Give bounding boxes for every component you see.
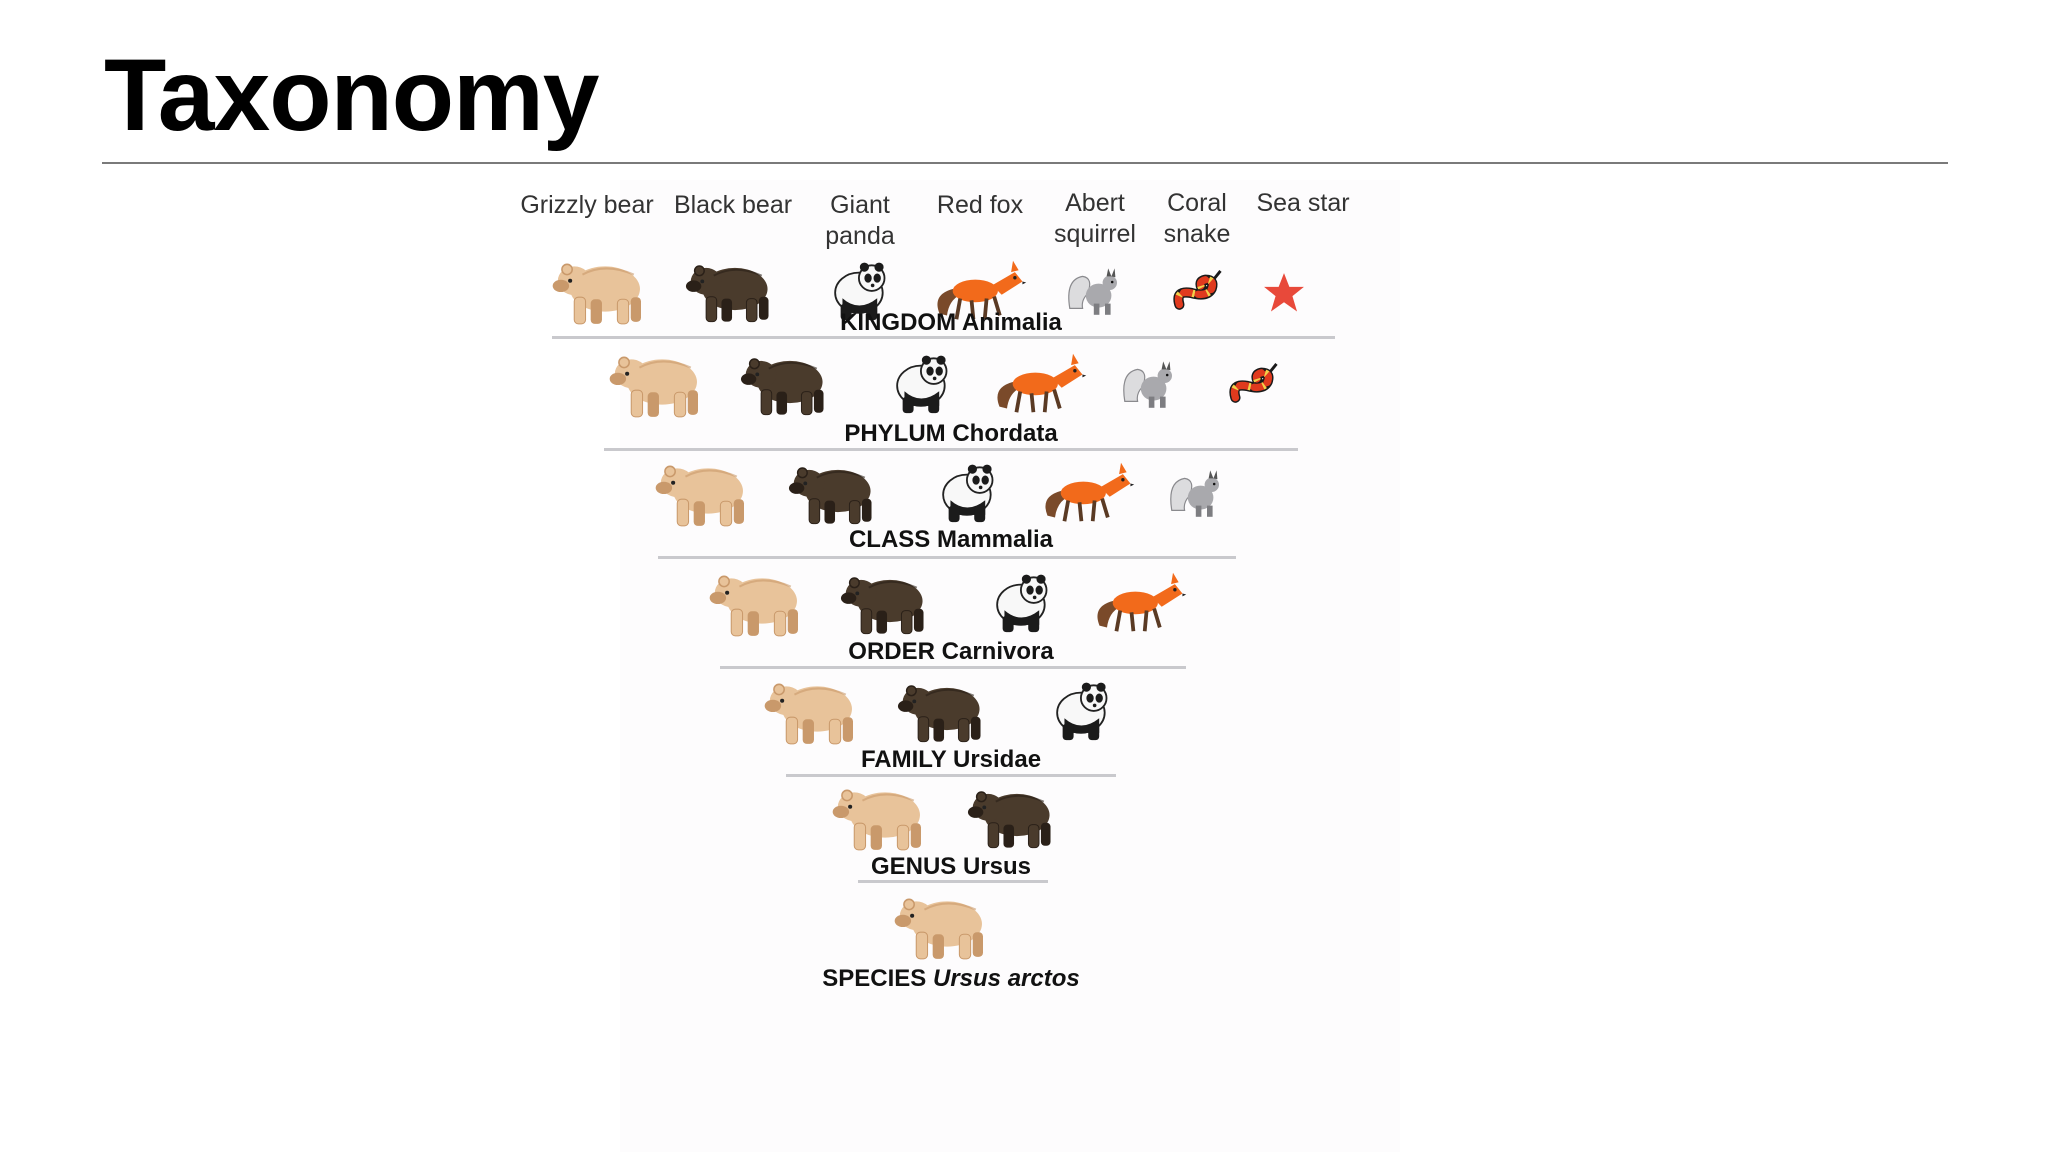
rank-divider <box>552 336 1335 339</box>
column-label-line: Black bear <box>673 191 793 219</box>
black-bear-icon <box>685 265 769 323</box>
giant-panda-icon <box>942 464 994 523</box>
abert-squirrel-icon <box>1170 470 1219 517</box>
rank-name: GENUS <box>870 853 957 880</box>
column-label-line: Red fox <box>936 191 1024 219</box>
black-bear-icon <box>897 685 981 743</box>
column-label-panda: Giant panda <box>825 190 895 252</box>
black-bear-icon <box>788 467 872 525</box>
giant-panda-icon <box>834 262 886 321</box>
red-fox-icon <box>937 260 1027 320</box>
grizzly-bear-icon <box>552 263 641 325</box>
grizzly-bear-icon <box>764 683 853 745</box>
rank-name: PHYLUM <box>844 420 946 447</box>
column-label-squirrel: Abert squirrel <box>1054 188 1136 250</box>
red-fox-icon <box>1045 462 1135 522</box>
taxon-name: Mammalia <box>936 526 1054 553</box>
column-label-line: Coral <box>1167 189 1227 217</box>
column-label-line: snake <box>1163 220 1231 248</box>
rank-label-class: CLASS Mammalia <box>849 528 1053 552</box>
rank-divider <box>720 666 1186 669</box>
rank-divider <box>658 556 1236 559</box>
rank-label-order: ORDER Carnivora <box>848 640 1053 664</box>
rank-label-genus: GENUS Ursus <box>871 855 1031 879</box>
grizzly-bear-icon <box>609 356 698 418</box>
column-label-line: Giant <box>830 191 890 219</box>
black-bear-icon <box>967 791 1051 849</box>
abert-squirrel-icon <box>1123 361 1172 408</box>
coral-snake-icon <box>1229 363 1278 403</box>
slide-title: Taxonomy <box>104 38 600 152</box>
grizzly-bear-icon <box>832 789 921 851</box>
taxon-name: Chordata <box>952 420 1058 447</box>
rank-name: KINGDOM <box>840 309 957 336</box>
taxon-name: Ursus <box>963 853 1032 880</box>
abert-squirrel-icon <box>1068 268 1117 315</box>
column-label-snake: Coral snake <box>1164 188 1231 250</box>
column-label-line: squirrel <box>1054 220 1136 248</box>
giant-panda-icon <box>996 574 1048 633</box>
column-label-line: Sea star <box>1256 189 1350 217</box>
taxon-name: Carnivora <box>941 638 1054 665</box>
rank-divider <box>858 880 1048 883</box>
taxon-name: Animalia <box>961 309 1062 336</box>
coral-snake-icon <box>1173 270 1222 310</box>
column-label-fox: Red fox <box>937 190 1023 221</box>
column-label-line: panda <box>825 222 895 250</box>
rank-divider <box>786 774 1116 777</box>
title-divider <box>102 162 1948 164</box>
giant-panda-icon <box>1056 682 1108 741</box>
rank-name: FAMILY <box>860 746 947 773</box>
giant-panda-icon <box>896 355 948 414</box>
black-bear-icon <box>740 358 824 416</box>
rank-label-kingdom: KINGDOM Animalia <box>840 311 1062 335</box>
column-label-line: Abert <box>1065 189 1125 217</box>
grizzly-bear-icon <box>655 465 744 527</box>
taxon-name: Ursidae <box>952 746 1042 773</box>
rank-label-phylum: PHYLUM Chordata <box>844 422 1057 446</box>
column-label-grizzly: Grizzly bear <box>520 190 653 221</box>
column-label-line: Grizzly bear <box>520 191 654 219</box>
black-bear-icon <box>840 577 924 635</box>
rank-label-family: FAMILY Ursidae <box>861 748 1041 772</box>
rank-name: SPECIES <box>822 965 927 992</box>
column-label-black: Black bear <box>674 190 792 221</box>
rank-divider <box>604 448 1298 451</box>
red-fox-icon <box>997 353 1087 413</box>
grizzly-bear-icon <box>894 898 983 960</box>
column-label-star: Sea star <box>1256 188 1349 219</box>
grizzly-bear-icon <box>709 575 798 637</box>
red-fox-icon <box>1097 572 1187 632</box>
rank-name: ORDER <box>848 638 935 665</box>
sea-star-icon <box>1264 273 1304 312</box>
rank-name: CLASS <box>848 526 931 553</box>
rank-label-species: SPECIES Ursus arctos <box>822 967 1079 991</box>
taxon-name: Ursus arctos <box>932 965 1080 992</box>
